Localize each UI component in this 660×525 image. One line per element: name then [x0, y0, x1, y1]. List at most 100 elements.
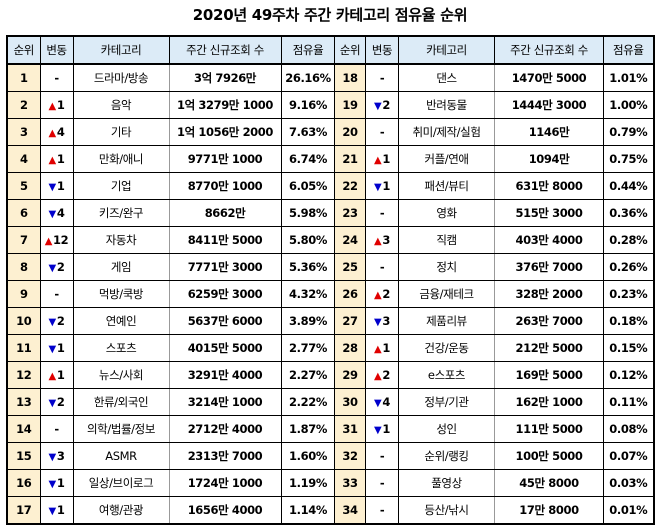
share-cell: 0.01%	[603, 496, 655, 525]
triangle-up-icon: ▲	[374, 236, 382, 247]
category-cell: 댄스	[398, 64, 495, 92]
views-cell: 169만 5000	[494, 361, 604, 389]
rank-cell: 6	[6, 199, 41, 227]
views-cell: 1724만 1000	[168, 469, 282, 497]
views-cell: 3214만 1000	[168, 388, 282, 416]
category-cell: 금융/재테크	[398, 280, 495, 308]
rank-cell: 13	[6, 388, 41, 416]
share-cell: 0.28%	[603, 226, 655, 254]
share-cell: 0.44%	[603, 172, 655, 200]
table-row: 7 ▲12 자동차 8411만 5000 5.80%	[6, 226, 336, 254]
triangle-down-icon: ▼	[48, 506, 57, 517]
change-amount: 1	[382, 179, 390, 193]
change-cell: ▼2	[365, 91, 399, 119]
change-cell: -	[365, 469, 399, 497]
views-cell: 1억 1056만 2000	[168, 118, 282, 146]
triangle-down-icon: ▼	[48, 344, 57, 355]
rank-cell: 27	[334, 307, 366, 335]
no-change-dash: -	[54, 422, 59, 436]
rank-cell: 20	[334, 118, 366, 146]
table-row: 33- 풀영상 45만 8000 0.03%	[334, 469, 655, 497]
share-cell: 1.60%	[280, 442, 336, 470]
header-share: 점유율	[603, 35, 655, 65]
category-cell: 취미/제작/실험	[398, 118, 495, 146]
share-cell: 2.27%	[280, 361, 336, 389]
triangle-up-icon: ▲	[48, 128, 57, 139]
rank-cell: 34	[334, 496, 366, 525]
share-cell: 1.00%	[603, 91, 655, 119]
change-cell: ▲1	[39, 91, 74, 119]
change-cell: ▲1	[365, 145, 399, 173]
views-cell: 2712만 4000	[168, 415, 282, 443]
ranking-table-left: 순위 변동 카테고리 주간 신규조회 수 점유율 1- 드라마/방송 3억 7926…	[6, 35, 336, 525]
header-change: 변동	[39, 35, 74, 65]
category-cell: 영화	[398, 199, 495, 227]
share-cell: 0.11%	[603, 388, 655, 416]
change-amount: 2	[382, 98, 390, 112]
views-cell: 3억 7926만	[168, 64, 282, 92]
triangle-down-icon: ▼	[374, 182, 382, 193]
change-cell: -	[39, 415, 74, 443]
change-cell: ▼2	[39, 307, 74, 335]
triangle-up-icon: ▲	[374, 344, 382, 355]
table-row: 5 ▼1 기업 8770만 1000 6.05%	[6, 172, 336, 200]
table-row: 18- 댄스 1470만 5000 1.01%	[334, 64, 655, 92]
change-cell: -	[365, 496, 399, 525]
views-cell: 1444만 3000	[494, 91, 604, 119]
change-amount: 1	[56, 179, 65, 193]
share-cell: 0.23%	[603, 280, 655, 308]
change-amount: 3	[56, 449, 65, 463]
rank-cell: 7	[6, 226, 41, 254]
views-cell: 631만 8000	[494, 172, 604, 200]
triangle-down-icon: ▼	[48, 182, 57, 193]
change-cell: ▲1	[39, 361, 74, 389]
triangle-down-icon: ▼	[48, 263, 57, 274]
table-row: 16 ▼1 일상/브이로그 1724만 1000 1.19%	[6, 469, 336, 497]
category-cell: e스포츠	[398, 361, 495, 389]
change-cell: ▼1	[39, 172, 74, 200]
share-cell: 0.08%	[603, 415, 655, 443]
change-amount: 1	[382, 152, 390, 166]
rank-cell: 22	[334, 172, 366, 200]
table-row: 31 ▼1 성인 111만 5000 0.08%	[334, 415, 655, 443]
category-cell: 풀영상	[398, 469, 495, 497]
change-amount: 12	[53, 233, 69, 247]
triangle-down-icon: ▼	[48, 398, 57, 409]
category-cell: 키즈/완구	[72, 199, 170, 227]
change-amount: 1	[382, 341, 390, 355]
change-cell: -	[365, 64, 399, 92]
triangle-down-icon: ▼	[374, 425, 382, 436]
change-amount: 1	[56, 503, 65, 517]
change-amount: 2	[382, 287, 390, 301]
triangle-up-icon: ▲	[48, 101, 57, 112]
change-cell: ▲3	[365, 226, 399, 254]
triangle-up-icon: ▲	[374, 155, 382, 166]
table-row: 9- 먹방/쿡방 6259만 3000 4.32%	[6, 280, 336, 308]
table-row: 17 ▼1 여행/관광 1656만 4000 1.14%	[6, 496, 336, 525]
category-cell: 의학/법률/정보	[72, 415, 170, 443]
views-cell: 111만 5000	[494, 415, 604, 443]
category-cell: 기타	[72, 118, 170, 146]
change-amount: 1	[56, 341, 65, 355]
rank-cell: 11	[6, 334, 41, 362]
change-cell: ▲4	[39, 118, 74, 146]
rank-cell: 12	[6, 361, 41, 389]
views-cell: 403만 4000	[494, 226, 604, 254]
change-amount: 4	[56, 125, 65, 139]
views-cell: 9771만 1000	[168, 145, 282, 173]
views-cell: 17만 8000	[494, 496, 604, 525]
triangle-down-icon: ▼	[374, 101, 382, 112]
table-row: 15 ▼3 ASMR 2313만 7000 1.60%	[6, 442, 336, 470]
rank-cell: 3	[6, 118, 41, 146]
no-change-dash: -	[379, 71, 385, 85]
category-cell: 등산/낚시	[398, 496, 495, 525]
change-amount: 3	[382, 314, 390, 328]
table-row: 10 ▼2 연예인 5637만 6000 3.89%	[6, 307, 336, 335]
header-row: 순위 변동 카테고리 주간 신규조회 수 점유율	[334, 35, 655, 65]
rank-cell: 26	[334, 280, 366, 308]
change-cell: ▼1	[365, 172, 399, 200]
table-row: 24 ▲3 직캠 403만 4000 0.28%	[334, 226, 655, 254]
views-cell: 376만 7000	[494, 253, 604, 281]
table-row: 4 ▲1 만화/애니 9771만 1000 6.74%	[6, 145, 336, 173]
share-cell: 5.80%	[280, 226, 336, 254]
